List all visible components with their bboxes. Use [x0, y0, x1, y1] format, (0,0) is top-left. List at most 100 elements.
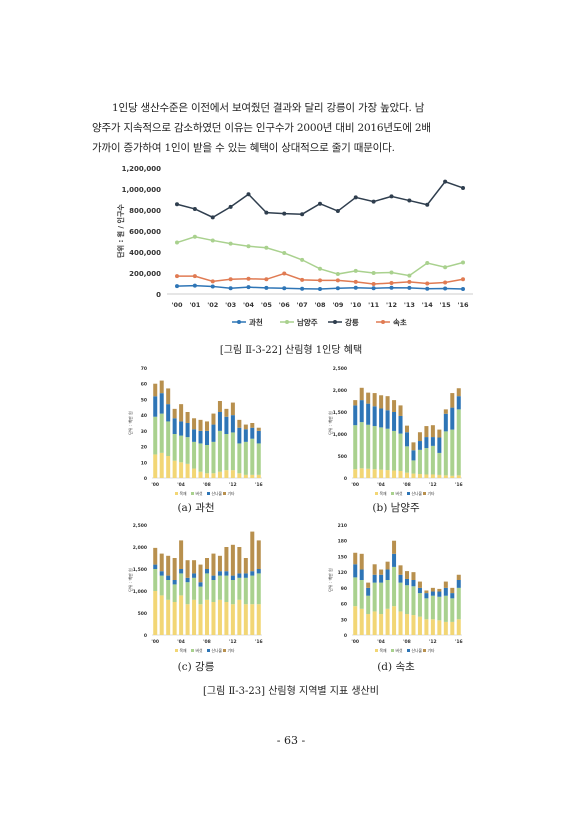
bar-segment-버섯 — [153, 569, 158, 591]
subfigure-label-a: (a) 과천 — [177, 502, 215, 514]
bar-segment-기타 — [437, 588, 442, 592]
y-tick-label: 0 — [344, 476, 347, 482]
y-tick-label: 500 — [138, 611, 147, 617]
bar-segment-버섯 — [192, 577, 197, 600]
bar-segment-목재 — [424, 474, 429, 478]
bar-segment-버섯 — [392, 566, 397, 607]
bar-segment-기타 — [230, 544, 235, 576]
data-point — [371, 199, 376, 204]
bar-segment-기타 — [359, 387, 364, 401]
bar-segment-산나물 — [424, 437, 429, 449]
data-point — [389, 270, 394, 275]
bar-segment-산나물 — [411, 580, 416, 587]
bar-segment-기타 — [172, 558, 177, 580]
x-tick-label: '04 — [377, 482, 385, 488]
bar-segment-목재 — [204, 599, 210, 635]
bar-segment-버섯 — [204, 445, 210, 474]
bar-segment-버섯 — [192, 441, 197, 469]
bar-segment-산나물 — [379, 408, 384, 428]
bar-segment-버섯 — [211, 580, 216, 602]
data-point — [461, 277, 465, 282]
data-point — [282, 286, 287, 291]
data-point — [407, 198, 412, 203]
legend-swatch — [175, 649, 178, 652]
bar-segment-산나물 — [185, 423, 190, 438]
bar-segment-기타 — [159, 553, 164, 572]
bar-segment-기타 — [211, 553, 216, 576]
data-point — [443, 265, 448, 270]
bar-chart-sokcho: 0 30 60 90 120 150 180 210 단위 : 백만 원 '00 '04 '08 '12… — [327, 523, 463, 653]
legend-swatch — [191, 649, 194, 652]
data-point — [318, 201, 322, 206]
bar-segment-목재 — [153, 591, 158, 635]
x-tick-label: '14 — [422, 301, 434, 309]
bar-segment-기타 — [385, 561, 390, 570]
bar-segment-산나물 — [437, 591, 442, 597]
y-tick-label: 90 — [341, 586, 347, 592]
y-tick-label: 1,000 — [333, 432, 347, 438]
bar-segment-기타 — [424, 426, 429, 438]
bar-segment-기타 — [450, 393, 455, 408]
bar-segment-기타 — [417, 581, 422, 588]
x-tick-label: '16 — [455, 482, 463, 488]
data-point — [246, 285, 251, 290]
bar-segment-버섯 — [153, 416, 158, 455]
data-point — [443, 280, 448, 285]
body-paragraph: 1인당 생산수준은 이전에서 보여줬던 결과와 달리 강릉이 가장 높았다. 남… — [92, 98, 492, 158]
bar-segment-목재 — [172, 460, 177, 478]
y-tick-label: 0 — [156, 291, 161, 299]
bar-segment-기타 — [411, 572, 416, 580]
bar-segment-버섯 — [379, 427, 384, 470]
y-tick-label: 30 — [341, 617, 347, 623]
bar-segment-목재 — [250, 604, 255, 635]
data-point — [318, 266, 322, 271]
data-point — [192, 274, 197, 279]
data-point — [210, 215, 215, 220]
data-point — [461, 260, 465, 265]
bar-segment-기타 — [366, 582, 371, 588]
bar-chart-gwacheon: 0 10 20 30 40 50 60 70 단위 : 백만 원 '00 '04 '08 '12 '16 목… — [127, 366, 263, 496]
bar-segment-산나물 — [243, 573, 248, 578]
data-point — [300, 286, 305, 291]
data-point — [318, 286, 322, 291]
y-tick-label: 180 — [338, 539, 347, 545]
y-axis-label: 단위 : 백만 원 — [127, 568, 133, 592]
legend-swatch — [207, 649, 210, 652]
bar-segment-버섯 — [398, 582, 403, 612]
data-point — [461, 185, 465, 190]
data-point — [228, 204, 233, 209]
legend-marker — [237, 320, 241, 324]
legend-label: 목재 — [180, 648, 187, 653]
y-axis-label: 단위 : 백만 원 — [327, 568, 333, 592]
legend-label: 산나물 — [412, 648, 423, 653]
legend-label: 버섯 — [396, 491, 403, 496]
x-tick-label: '13 — [404, 301, 415, 309]
bar-segment-산나물 — [353, 564, 358, 578]
bar-segment-기타 — [392, 400, 397, 412]
page-number: - 63 - — [276, 734, 306, 747]
legend-swatch — [407, 649, 410, 652]
figure-caption-1: [그림 Ⅱ-3-22] 산림형 1인당 혜택 — [219, 345, 363, 356]
bar-segment-목재 — [172, 602, 177, 635]
bar-segment-기타 — [192, 418, 197, 430]
bar-segment-목재 — [366, 468, 371, 478]
x-tick-label: '16 — [457, 301, 469, 309]
data-point — [335, 286, 340, 291]
legend-label: 기타 — [228, 491, 235, 496]
x-tick-label: '04 — [177, 639, 185, 645]
bar-segment-목재 — [430, 474, 435, 478]
bar-segment-산나물 — [153, 396, 158, 417]
bar-chart-namyangju: 0 500 1,000 1,500 2,000 2,500 단위 : 백만 원 '00 '04 '… — [327, 366, 463, 496]
bar-segment-산나물 — [166, 575, 171, 580]
data-point — [210, 279, 215, 284]
y-tick-label: 800,000 — [129, 207, 161, 215]
bar-segment-산나물 — [366, 403, 371, 425]
bar-segment-산나물 — [372, 406, 377, 427]
data-point — [407, 279, 412, 284]
x-tick-label: '04 — [177, 482, 185, 488]
legend-swatch — [423, 492, 426, 495]
bar-segment-목재 — [411, 473, 416, 478]
legend-swatch — [223, 492, 226, 495]
series-line-강릉 — [176, 180, 464, 219]
bar-segment-버섯 — [443, 595, 448, 622]
